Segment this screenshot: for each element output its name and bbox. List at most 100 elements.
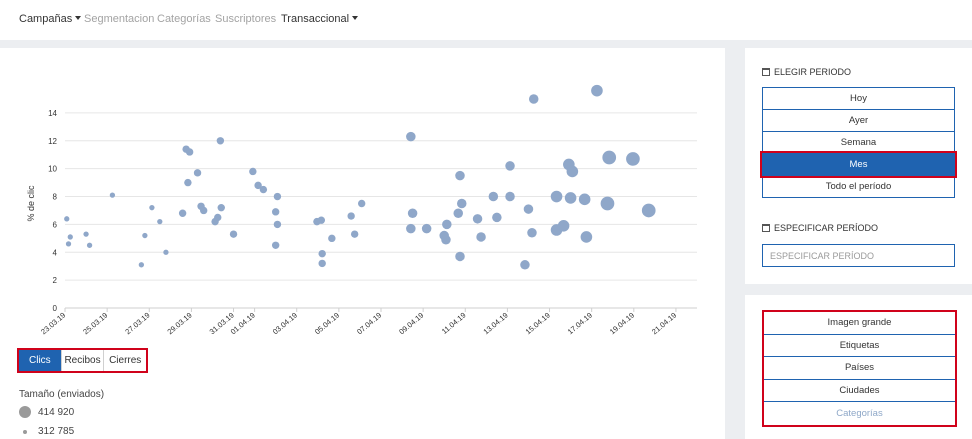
data-point [199, 206, 208, 215]
x-tick-label: 13.04.19 [482, 311, 510, 337]
x-tick-label: 21.04.19 [650, 311, 678, 337]
data-point [523, 204, 534, 214]
view-options: Imagen grande Etiquetas Países Ciudades … [762, 310, 957, 427]
data-point [528, 94, 539, 104]
nav-subscribers[interactable]: Suscriptores [215, 13, 277, 25]
data-point [357, 199, 366, 208]
view-panel: Imagen grande Etiquetas Países Ciudades … [745, 295, 972, 439]
nav-transactional[interactable]: Transaccional [281, 13, 359, 25]
y-axis-title: % de clic [26, 185, 36, 222]
size-legend-max-dot [19, 406, 31, 418]
view-option-categorias[interactable]: Categorías [764, 402, 955, 425]
data-point [453, 208, 463, 219]
top-navigation: Campañas Segmentacion Categorías Suscrip… [0, 0, 972, 40]
y-tick-label: 2 [53, 276, 58, 285]
data-point [318, 259, 326, 268]
y-tick-label: 8 [53, 193, 58, 202]
x-tick-label: 15.04.19 [524, 311, 552, 337]
period-section-label: ELEGIR PERIODO [762, 67, 851, 77]
x-tick-label: 27.03.19 [123, 311, 151, 337]
data-point [406, 131, 416, 142]
x-tick-label: 19.04.19 [608, 311, 636, 337]
data-point [318, 249, 326, 258]
data-point [149, 205, 155, 211]
y-tick-label: 14 [48, 109, 57, 118]
view-option-etiquetas[interactable]: Etiquetas [764, 334, 955, 357]
data-point [406, 223, 416, 234]
data-point [566, 165, 579, 178]
data-point [578, 193, 591, 206]
size-legend-min: 312 785 [19, 426, 74, 437]
data-point [193, 169, 202, 177]
data-point [157, 218, 163, 225]
data-point [602, 150, 617, 165]
y-tick-label: 12 [48, 137, 57, 146]
caret-down-icon [352, 16, 359, 20]
data-point [138, 262, 145, 268]
data-point [185, 148, 194, 156]
x-tick-label: 05.04.19 [313, 311, 341, 337]
data-point [217, 203, 225, 212]
period-title: ELEGIR PERIODO [774, 67, 852, 77]
data-point [109, 192, 116, 198]
data-point [527, 228, 537, 238]
y-tick-label: 4 [53, 248, 58, 257]
data-point [259, 185, 268, 194]
period-panel: ELEGIR PERIODO Hoy Ayer Semana Mes Todo … [745, 48, 972, 284]
data-point [271, 241, 280, 249]
data-point [492, 212, 502, 223]
x-tick-label: 23.03.19 [39, 311, 67, 337]
period-option-ayer[interactable]: Ayer [762, 109, 955, 132]
nav-transactional-label: Transaccional [281, 13, 350, 25]
data-point [580, 231, 593, 243]
data-point [455, 170, 465, 181]
period-option-mes[interactable]: Mes [760, 151, 957, 178]
data-point [626, 152, 640, 166]
metric-button-clics[interactable]: Clics [19, 350, 62, 371]
data-point [591, 84, 603, 97]
period-option-hoy[interactable]: Hoy [762, 87, 955, 110]
x-tick-label: 03.04.19 [271, 311, 299, 337]
metric-button-group: Clics Recibos Cierres [17, 348, 148, 373]
size-legend-max: 414 920 [19, 406, 74, 418]
nav-categories[interactable]: Categorías [157, 13, 211, 25]
y-tick-label: 0 [53, 304, 58, 313]
x-tick-label: 07.04.19 [355, 311, 383, 337]
data-point [67, 234, 73, 240]
view-option-paises[interactable]: Países [764, 357, 955, 380]
data-point [142, 232, 148, 239]
x-tick-label: 17.04.19 [566, 311, 594, 337]
period-option-semana[interactable]: Semana [762, 131, 955, 154]
data-point [550, 190, 563, 203]
data-point [83, 231, 89, 237]
data-point [254, 181, 262, 190]
data-point [455, 251, 465, 262]
nav-campaigns[interactable]: Campañas [19, 13, 82, 25]
data-point [328, 234, 336, 243]
calendar-icon [762, 68, 770, 76]
view-option-ciudades[interactable]: Ciudades [764, 379, 955, 402]
x-tick-label: 25.03.19 [81, 311, 109, 337]
metric-button-cierres[interactable]: Cierres [104, 350, 147, 371]
y-tick-label: 10 [48, 165, 57, 174]
y-tick-label: 6 [53, 220, 58, 229]
specify-period-input[interactable] [762, 244, 955, 267]
data-point [64, 216, 70, 222]
data-point [564, 192, 577, 204]
data-point [347, 212, 355, 220]
data-point [457, 198, 467, 209]
data-point [472, 214, 483, 224]
data-point [520, 260, 530, 270]
data-point [407, 208, 418, 219]
size-legend-min-label: 312 785 [38, 426, 75, 437]
data-point [229, 230, 238, 238]
data-point [600, 196, 615, 211]
period-option-todo[interactable]: Todo el período [762, 175, 955, 198]
metric-button-recibos[interactable]: Recibos [61, 350, 105, 371]
data-point [441, 234, 451, 245]
size-legend-max-label: 414 920 [38, 406, 75, 418]
nav-segmentation[interactable]: Segmentacion [84, 13, 155, 25]
data-point [65, 241, 72, 247]
view-option-imagen-grande[interactable]: Imagen grande [764, 312, 955, 335]
scatter-chart: 0 2 4 6 8 10 12 14 23.03.19 25.03.19 27.03.19 29.03… [26, 84, 697, 337]
